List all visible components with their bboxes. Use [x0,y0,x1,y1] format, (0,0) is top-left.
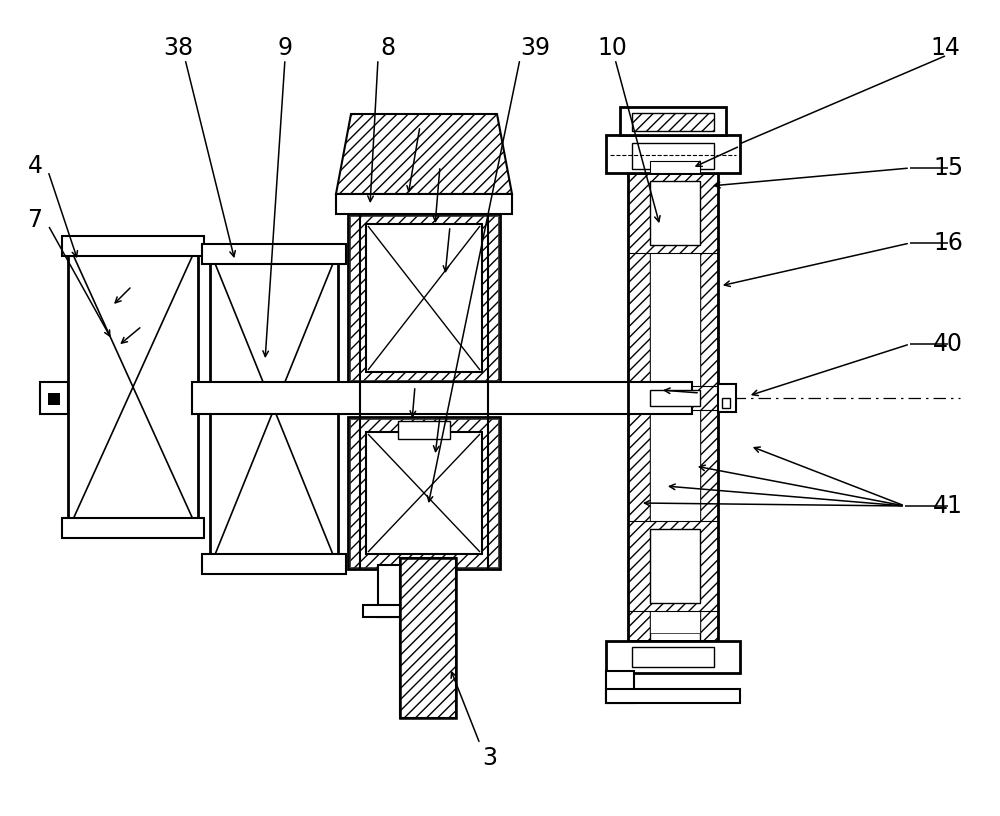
Bar [363,605,423,617]
Bar [718,384,736,412]
Bar [366,432,482,554]
Bar [650,181,700,245]
Bar [336,194,512,214]
Text: 38: 38 [163,36,193,60]
Bar [632,113,714,131]
Bar [722,398,730,408]
Bar [68,246,198,528]
Text: 4: 4 [28,154,42,178]
Bar [650,529,700,603]
Text: 10: 10 [597,36,627,60]
Bar [398,421,450,439]
Text: 3: 3 [482,746,498,770]
Bar [650,161,700,173]
Bar [400,558,456,718]
Polygon shape [336,114,512,194]
Bar [202,244,346,264]
Bar [628,173,650,641]
Bar [348,214,500,382]
Bar [650,181,700,633]
Bar [606,135,740,173]
Bar [366,224,482,372]
Bar [628,521,718,611]
Bar [202,554,346,574]
Bar [210,254,338,564]
Bar [606,641,740,673]
Text: 15: 15 [933,156,963,180]
Bar [348,417,500,569]
Bar [606,671,634,703]
Text: 41: 41 [933,494,963,518]
Bar [192,382,692,414]
Bar [400,558,456,718]
Bar [650,390,700,406]
Text: 9: 9 [278,36,292,60]
Bar [62,236,204,256]
Text: 39: 39 [520,36,550,60]
Bar [40,382,68,414]
Text: 14: 14 [930,36,960,60]
Bar [350,216,498,380]
Bar [632,647,714,667]
Bar [606,689,740,703]
Bar [48,393,60,405]
Text: 7: 7 [28,208,42,232]
Bar [632,143,714,169]
Bar [700,173,718,641]
Text: 8: 8 [380,36,396,60]
Bar [378,565,408,617]
Bar [628,173,718,253]
Text: 16: 16 [933,231,963,255]
Bar [628,386,718,410]
Bar [62,518,204,538]
Bar [620,107,726,135]
Text: 40: 40 [933,332,963,356]
Bar [350,419,498,567]
Bar [628,173,718,641]
